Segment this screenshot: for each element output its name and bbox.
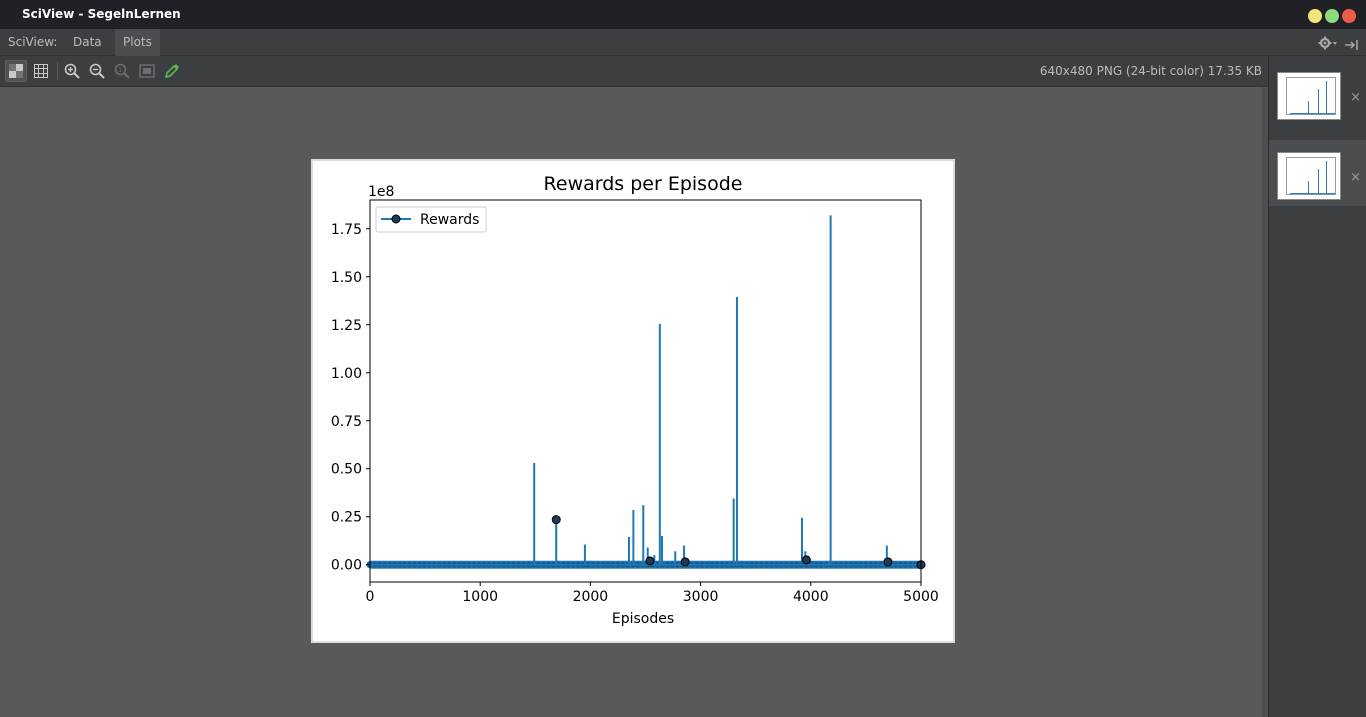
- series-rewards-marker-2: [680, 557, 690, 567]
- image-toolbar: 1 640x480 PNG (24-bit color) 17.35 KB: [0, 56, 1268, 87]
- sciview-menubar: SciView: Data Plots: [0, 29, 1366, 56]
- x-tick-label-0: 0: [366, 589, 375, 605]
- series-rewards-marker-0: [551, 515, 561, 525]
- window-title: SciView - SegelnLernen: [22, 7, 181, 21]
- plot-image: 0 1000 2000 3000 4000 5000 0.00 0.25 0.50 0.75 1.0…: [311, 159, 955, 643]
- image-canvas[interactable]: 0 1000 2000 3000 4000 5000 0.00 0.25 0.50 0.75 1.0…: [0, 87, 1262, 717]
- minimize-button[interactable]: [1308, 9, 1322, 23]
- y-tick-label-4: 1.00: [331, 366, 362, 382]
- y-tick-label-2: 0.50: [331, 462, 362, 478]
- image-info: 640x480 PNG (24-bit color) 17.35 KB: [1039, 64, 1262, 78]
- toolbar-separator: [57, 62, 58, 80]
- y-tick-label-0: 0.00: [331, 558, 362, 574]
- y-tick-label-1: 0.25: [331, 510, 362, 526]
- x-tick-label-1: 1000: [462, 589, 498, 605]
- chart-legend: Rewards: [375, 206, 487, 233]
- chart-title: Rewards per Episode: [544, 173, 743, 195]
- chart-xlabel: Episodes: [612, 611, 674, 627]
- zoom-out-icon[interactable]: [86, 60, 108, 82]
- fit-icon[interactable]: [136, 60, 158, 82]
- chart-scale-label: 1e8: [368, 184, 394, 200]
- y-tick-label-5: 1.25: [331, 318, 362, 334]
- svg-text:1: 1: [118, 67, 122, 74]
- close-button[interactable]: [1342, 9, 1356, 23]
- menu-plots[interactable]: Plots: [115, 29, 160, 56]
- series-rewards-marker-4: [883, 557, 893, 567]
- grid-icon[interactable]: [30, 60, 52, 82]
- x-tick-label-2: 2000: [573, 589, 609, 605]
- zoom-in-icon[interactable]: [61, 60, 83, 82]
- y-tick-label-7: 1.75: [331, 222, 362, 238]
- color-picker-icon[interactable]: [161, 60, 183, 82]
- menu-data[interactable]: Data: [73, 35, 102, 49]
- x-tick-label-4: 4000: [793, 589, 829, 605]
- chessboard-icon[interactable]: [5, 60, 27, 82]
- actual-size-icon[interactable]: 1: [111, 60, 133, 82]
- maximize-button[interactable]: [1325, 9, 1339, 23]
- rewards-chart: 0 1000 2000 3000 4000 5000 0.00 0.25 0.50 0.75 1.0…: [313, 161, 953, 641]
- thumbnail-2[interactable]: ×: [1269, 140, 1366, 206]
- x-tick-label-3: 3000: [683, 589, 719, 605]
- image-thumbnails-panel: × ×: [1268, 56, 1366, 717]
- plot-axes-frame: [369, 199, 922, 583]
- thumbnail-1[interactable]: ×: [1269, 60, 1366, 126]
- window-titlebar: SciView - SegelnLernen: [0, 0, 1366, 29]
- thumbnail-preview[interactable]: [1277, 72, 1341, 120]
- thumbnail-close-icon[interactable]: ×: [1350, 90, 1361, 105]
- thumbnail-close-icon[interactable]: ×: [1350, 170, 1361, 185]
- thumbnail-preview[interactable]: [1277, 152, 1341, 200]
- x-tick-label-5: 5000: [903, 589, 939, 605]
- series-rewards-marker-3: [801, 555, 811, 565]
- pin-icon[interactable]: [1345, 36, 1359, 55]
- y-tick-label-3: 0.75: [331, 414, 362, 430]
- gear-icon[interactable]: [1318, 35, 1338, 54]
- series-rewards-marker-1: [645, 556, 655, 566]
- legend-marker: [391, 214, 401, 224]
- menu-prefix: SciView:: [8, 35, 58, 49]
- legend-entry-rewards: Rewards: [420, 212, 479, 228]
- y-tick-label-6: 1.50: [331, 270, 362, 286]
